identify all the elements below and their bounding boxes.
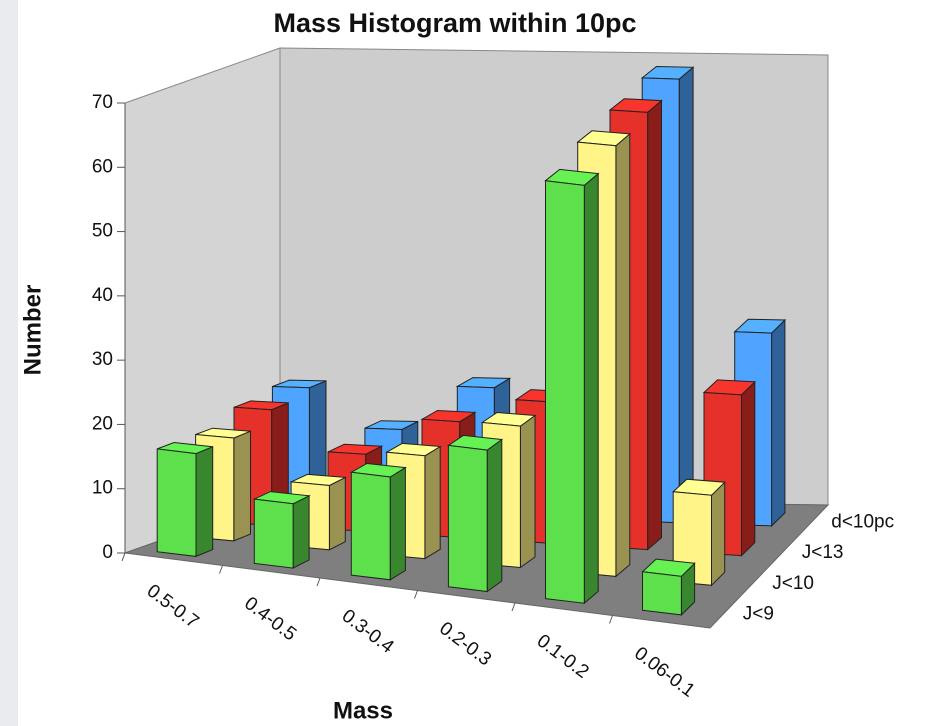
chart-title: Mass Histogram within 10pc — [273, 8, 636, 38]
x-tick — [121, 552, 126, 562]
y-tick-label: 30 — [92, 349, 113, 370]
x-tick-label: 0.06-0.1 — [630, 643, 698, 702]
bar-side — [328, 476, 346, 551]
x-tick — [414, 590, 418, 599]
series-label: d<10pc — [831, 511, 894, 532]
x-tick — [219, 565, 223, 574]
bar — [447, 434, 504, 593]
x-tick-label: 0.3-0.4 — [338, 605, 398, 658]
x-tick-label: 0.5-0.7 — [143, 580, 203, 632]
bar-side — [389, 466, 406, 581]
bar-side — [711, 480, 726, 587]
bar-side — [292, 494, 310, 569]
x-tick — [511, 602, 516, 612]
bar-side — [647, 99, 662, 551]
y-tick-label: 50 — [92, 221, 113, 242]
bar-front — [447, 444, 488, 593]
y-tick-label: 0 — [102, 542, 113, 563]
y-tick-label: 70 — [92, 92, 113, 113]
bar-side — [583, 172, 599, 605]
bar-front — [156, 448, 197, 557]
bar-front — [545, 180, 585, 604]
y-tick-label: 60 — [92, 156, 113, 177]
bar-side — [741, 380, 756, 557]
bar-side — [233, 430, 251, 542]
bar — [544, 168, 600, 605]
series-label: J<10 — [772, 573, 814, 594]
x-tick-label: 0.1-0.2 — [533, 630, 593, 682]
side-strip — [0, 0, 18, 726]
y-tick-label: 10 — [92, 478, 113, 499]
bar — [156, 441, 214, 558]
bar-side — [486, 438, 503, 593]
bar — [349, 462, 407, 581]
bar — [641, 558, 696, 617]
y-axis-title: Number — [19, 285, 46, 376]
bar-front — [350, 471, 391, 581]
x-tick — [609, 615, 613, 624]
bar — [702, 379, 756, 557]
bar-side — [771, 318, 786, 528]
x-tick-label: 0.4-0.5 — [240, 593, 300, 645]
x-tick-label: 0.2-0.3 — [435, 618, 495, 670]
series-label: J<9 — [743, 604, 774, 625]
bar-side — [195, 445, 214, 558]
bar-side — [519, 414, 536, 569]
x-axis-title: Mass — [333, 697, 393, 724]
y-tick-label: 20 — [92, 413, 113, 434]
bar-front — [642, 571, 682, 616]
bar-side — [615, 132, 631, 578]
series-label: J<13 — [802, 542, 844, 563]
bar-front — [253, 498, 294, 569]
bar — [252, 491, 311, 569]
bar-side — [424, 445, 441, 560]
y-tick-label: 40 — [92, 285, 113, 306]
bar-side — [678, 66, 694, 524]
x-tick — [316, 577, 321, 587]
